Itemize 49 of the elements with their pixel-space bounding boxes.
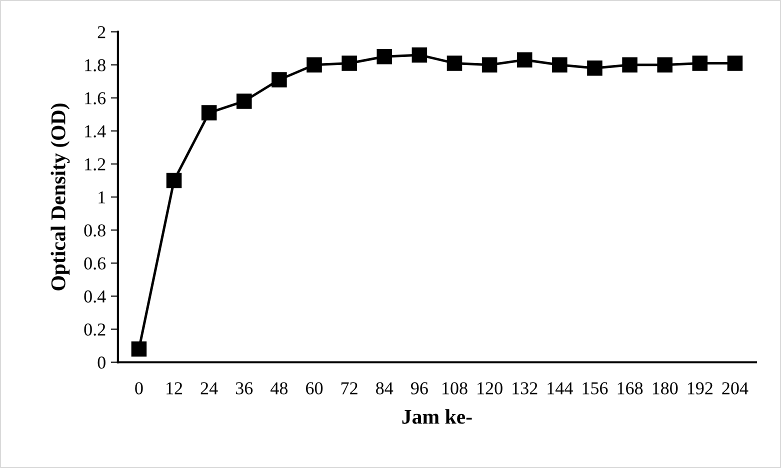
x-tick-label: 72 xyxy=(341,382,358,394)
point xyxy=(552,57,568,73)
x-tick-label: 48 xyxy=(270,382,288,394)
y-tick-label: 0.2 xyxy=(84,323,106,336)
point xyxy=(692,56,708,71)
x-tick-label: 144 xyxy=(548,382,573,394)
y-tick-label: 1.6 xyxy=(85,92,106,104)
point xyxy=(306,57,322,73)
point xyxy=(516,52,532,68)
point xyxy=(587,60,602,76)
y-tick-label: 0.4 xyxy=(84,290,106,303)
y-tick-label: 0 xyxy=(98,356,106,369)
point xyxy=(657,57,672,73)
point xyxy=(201,105,217,120)
y-tick-label: 0.8 xyxy=(84,224,106,237)
point xyxy=(236,94,252,109)
x-tick-label: 36 xyxy=(236,382,253,394)
x-tick-label: 192 xyxy=(688,382,712,394)
x-tick-label: 168 xyxy=(618,382,643,394)
x-tick-label: 180 xyxy=(652,382,678,394)
y-tick-label: 1.8 xyxy=(85,59,106,72)
point xyxy=(622,57,638,73)
x-tick-label: 132 xyxy=(512,382,538,394)
x-tick-label: 108 xyxy=(442,382,468,394)
x-tick-label: 24 xyxy=(200,382,218,394)
x-tick-label: 96 xyxy=(410,382,428,394)
point xyxy=(166,172,182,188)
x-tick-label: 12 xyxy=(166,382,182,394)
y-tick-label: 1 xyxy=(98,191,106,204)
x-axis-title: Jam ke- xyxy=(402,409,472,424)
x-tick-label: 156 xyxy=(582,382,608,394)
y-axis-title: Optical Density (OD) xyxy=(50,104,70,290)
x-tick-label: 60 xyxy=(306,382,323,394)
y-tick-label: 2 xyxy=(98,26,106,38)
x-tick-label: 84 xyxy=(376,382,394,394)
point xyxy=(727,56,743,71)
x-tick-label: 0 xyxy=(135,382,143,394)
point xyxy=(342,56,357,71)
y-tick-label: 1.2 xyxy=(85,158,106,171)
x-tick-label: 204 xyxy=(722,382,748,394)
point xyxy=(131,341,147,357)
y-tick-label: 1.4 xyxy=(85,125,106,138)
point xyxy=(412,47,428,63)
point xyxy=(446,56,462,71)
point xyxy=(482,57,498,73)
y-tick-label: 0.6 xyxy=(84,257,106,270)
point xyxy=(376,48,392,64)
point xyxy=(272,72,287,88)
x-tick-label: 120 xyxy=(478,382,502,394)
